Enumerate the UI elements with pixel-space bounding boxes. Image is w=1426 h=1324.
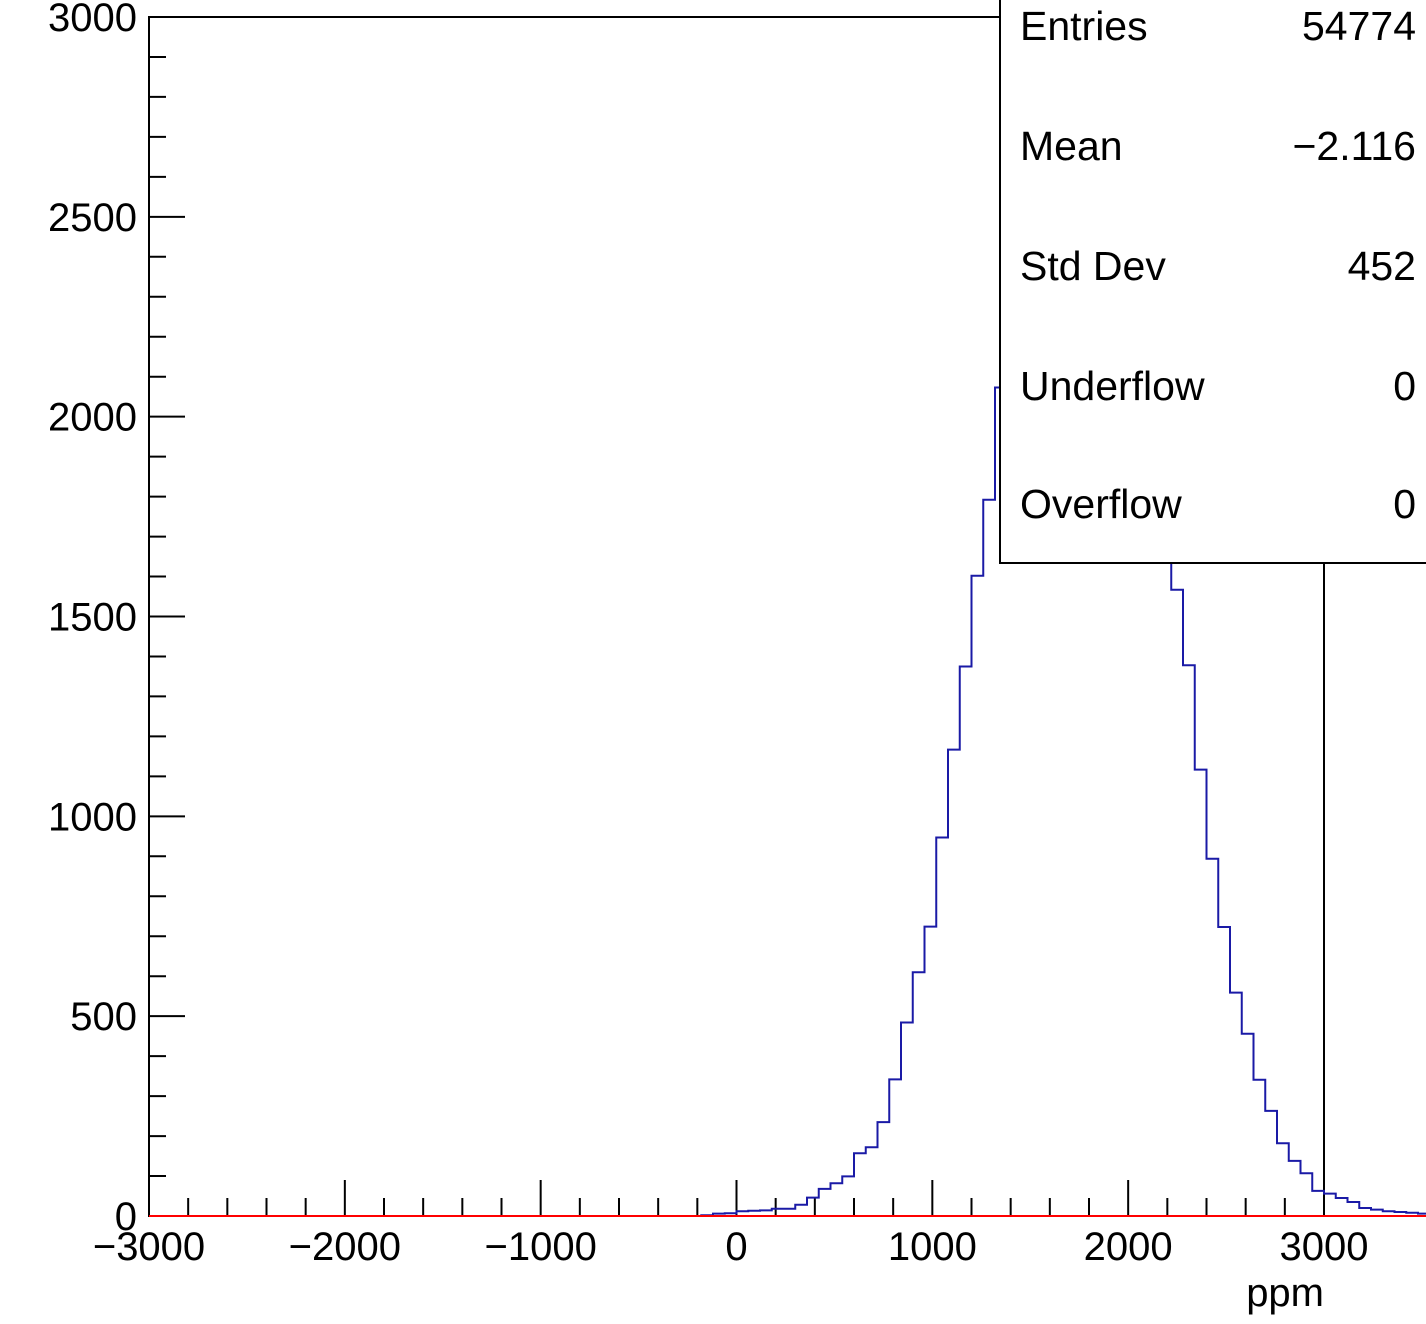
stats-value: 0: [1393, 481, 1416, 527]
y-tick-label: 2500: [48, 196, 137, 240]
stats-value: −2.116: [1292, 123, 1416, 169]
stats-label: Underflow: [1020, 363, 1205, 409]
stats-value: 54774: [1302, 3, 1416, 49]
stats-box: [999, 0, 1426, 564]
x-tick-label: 0: [725, 1225, 747, 1269]
x-tick-label: 1000: [888, 1225, 977, 1269]
stats-value: 452: [1348, 243, 1416, 289]
y-tick-label: 3000: [48, 0, 137, 40]
y-tick-label: 500: [70, 995, 137, 1039]
y-tick-label: 1500: [48, 596, 137, 640]
x-tick-label: 2000: [1084, 1225, 1173, 1269]
stats-value: 0: [1393, 363, 1416, 409]
x-axis-label: ppm: [1246, 1271, 1324, 1315]
x-tick-label: −3000: [93, 1225, 205, 1269]
x-tick-label: −2000: [289, 1225, 401, 1269]
x-tick-label: 3000: [1280, 1225, 1369, 1269]
stats-label: Overflow: [1020, 481, 1182, 527]
x-tick-label: −1000: [484, 1225, 596, 1269]
stats-label: Std Dev: [1020, 243, 1166, 289]
y-tick-label: 1000: [48, 795, 137, 839]
y-tick-label: 2000: [48, 396, 137, 440]
y-tick-label: 0: [115, 1195, 137, 1239]
stats-label: Mean: [1020, 123, 1123, 169]
stats-label: Entries: [1020, 3, 1148, 49]
